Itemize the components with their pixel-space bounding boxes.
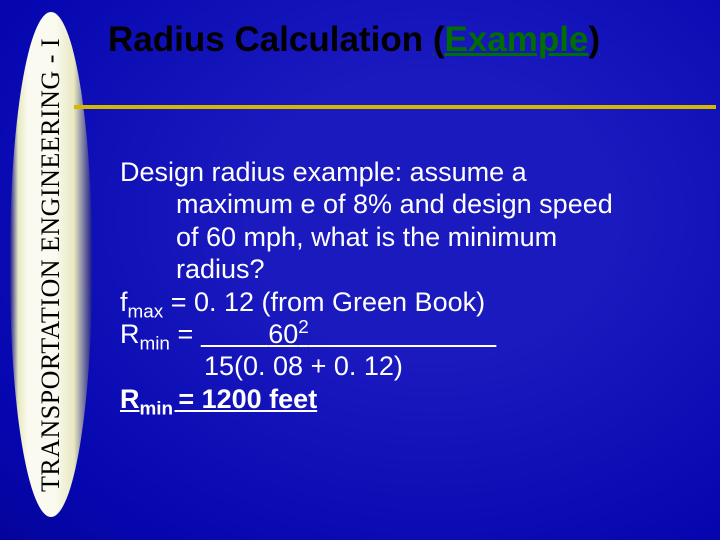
title-word-example: Example [444, 20, 588, 59]
numerator-underline: 602 [201, 319, 497, 349]
num-60: 60 [268, 319, 298, 349]
title-paren-close: ) [588, 20, 600, 59]
ans-rest: = 1200 feet [178, 384, 317, 414]
fmax-f: f [120, 287, 128, 317]
line-fmax: fmax = 0. 12 (from Green Book) [120, 286, 700, 318]
rmin-eq: = [170, 319, 201, 349]
num-sup-2: 2 [298, 317, 309, 338]
line-rmin-eq: Rmin = 602 [120, 318, 700, 350]
ans-sub: min [140, 398, 179, 419]
line-3: of 60 mph, what is the minimum [120, 221, 700, 253]
line-answer: Rmin = 1200 feet [120, 383, 700, 415]
divider [74, 105, 716, 109]
rmin-r: R [120, 319, 140, 349]
rmin-sub: min [140, 333, 170, 354]
ans-r: R [120, 384, 140, 414]
body-text: Design radius example: assume a maximum … [120, 156, 700, 415]
title-word-calculation: Calculation [234, 20, 423, 59]
sidebar-pill: TRANSPORTATION ENGINEERING - I [10, 12, 92, 517]
line-4: radius? [120, 253, 700, 285]
title-paren-open: ( [433, 20, 445, 59]
line-1: Design radius example: assume a [120, 156, 700, 188]
line-2: maximum e of 8% and design speed [120, 188, 700, 220]
sidebar-label: TRANSPORTATION ENGINEERING - I [36, 37, 66, 491]
slide-title: Radius Calculation (Example) [108, 20, 600, 60]
line-denom: 15(0. 08 + 0. 12) [120, 350, 700, 382]
fmax-rest: = 0. 12 (from Green Book) [163, 287, 485, 317]
slide: TRANSPORTATION ENGINEERING - I Radius Ca… [0, 0, 720, 540]
title-word-radius: Radius [108, 20, 225, 59]
